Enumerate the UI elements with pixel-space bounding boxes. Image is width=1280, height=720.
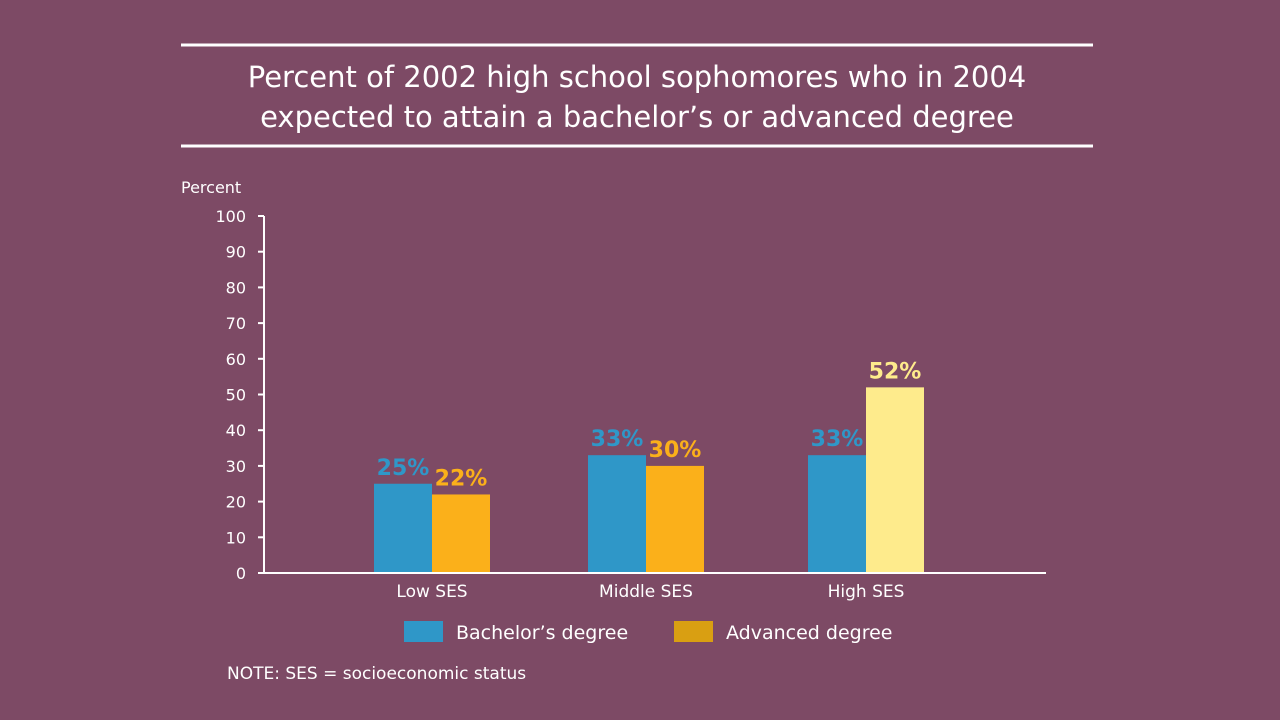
bar-advanced [432,494,490,573]
legend-swatch [404,621,443,642]
y-tick-label: 50 [226,386,246,405]
x-category-label: Middle SES [599,582,693,602]
chart-title-line-2: expected to attain a bachelor’s or advan… [260,100,1014,134]
data-label: 52% [869,359,922,384]
data-label: 30% [649,438,702,463]
bar-bachelors [808,455,866,573]
y-tick-label: 70 [226,314,246,333]
y-tick-label: 20 [226,493,246,512]
legend-swatch [674,621,713,642]
y-tick-label: 40 [226,421,246,440]
y-axis-label: Percent [181,178,241,197]
data-label: 33% [811,427,864,452]
data-label: 33% [591,427,644,452]
bar-advanced [646,465,704,573]
bar-group: 25% 22%33% 30% 33%52% [374,359,924,573]
chart-note: NOTE: SES = socioeconomic status [227,664,526,684]
y-tick-label: 60 [226,350,246,369]
data-label: 22% [435,466,488,491]
legend-label: Advanced degree [726,622,892,644]
y-tick-label: 90 [226,243,246,262]
y-tick-label: 80 [226,278,246,297]
legend-label: Bachelor’s degree [456,622,628,644]
x-category-label: High SES [828,582,905,602]
legend: Bachelor’s degree Advanced degree [404,621,892,644]
y-tick-label: 100 [215,207,246,226]
x-axis: Low SES Middle SES High SES [264,572,1046,602]
chart-title-line-1: Percent of 2002 high school sophomores w… [248,60,1027,94]
bar-bachelors [588,455,646,573]
x-category-label: Low SES [396,582,467,602]
bar-advanced [866,387,924,573]
y-tick-label: 0 [236,564,246,583]
y-tick-label: 10 [226,528,246,547]
y-axis: 0 10 20 30 40 50 60 70 80 90 100 [215,207,265,583]
data-label: 25% [377,456,430,481]
y-tick-label: 30 [226,457,246,476]
bar-bachelors [374,483,432,573]
